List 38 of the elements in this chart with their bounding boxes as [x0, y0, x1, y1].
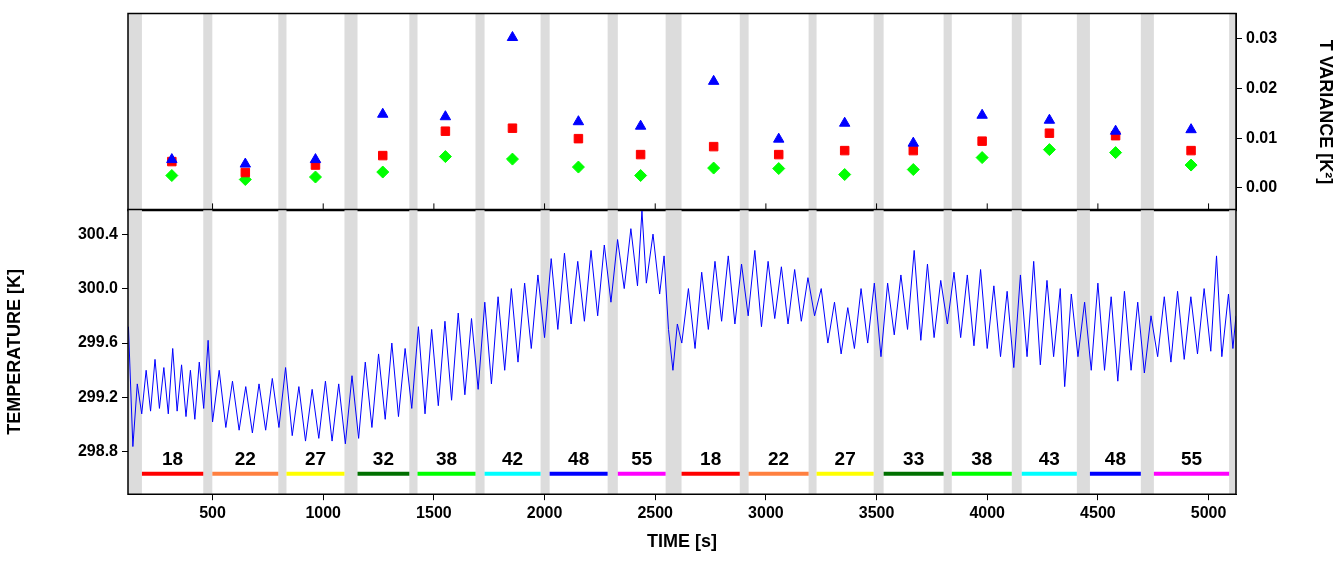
series-label: 33	[903, 447, 925, 469]
x-tick-label: 2500	[637, 504, 674, 522]
series-label: 22	[768, 447, 790, 469]
series-label: 42	[502, 447, 524, 469]
x-axis-title: TIME [s]	[647, 531, 717, 552]
y-tick-label: 299.6	[77, 333, 119, 351]
y2-tick-label: 0.00	[1246, 178, 1278, 196]
x-tick-label: 1500	[416, 504, 452, 522]
series-label: 18	[162, 447, 184, 469]
y-tick-label: 298.8	[77, 442, 119, 460]
y2-axis-title: T VARIANCE [K²]	[1316, 39, 1337, 185]
y2-tick-label: 0.03	[1246, 28, 1278, 46]
series-label: 27	[834, 447, 856, 469]
y2-tick-label: 0.02	[1246, 78, 1278, 96]
series-label: 48	[568, 447, 590, 469]
series-label: 38	[971, 447, 993, 469]
y-tick-label: 300.0	[77, 278, 119, 296]
x-tick-label: 500	[199, 504, 226, 522]
y-axis-title: TEMPERATURE [K]	[3, 269, 24, 435]
series-label: 32	[372, 447, 394, 469]
x-tick-label: 4500	[1080, 504, 1116, 522]
series-label: 43	[1038, 447, 1060, 469]
x-tick-label: 5000	[1190, 504, 1227, 522]
x-tick-label: 1000	[305, 504, 342, 522]
y2-tick-label: 0.01	[1246, 128, 1278, 146]
x-tick-label: 3500	[858, 504, 895, 522]
y-tick-label: 300.4	[77, 224, 119, 242]
x-tick-label: 3000	[748, 504, 784, 522]
series-label: 18	[700, 447, 722, 469]
series-label: 55	[631, 447, 653, 469]
series-label: 27	[304, 447, 327, 469]
series-label: 48	[1104, 447, 1126, 469]
y-tick-label: 299.2	[77, 387, 119, 405]
x-tick-label: 4000	[969, 504, 1006, 522]
x-tick-label: 2000	[526, 504, 563, 522]
series-label: 38	[435, 447, 458, 469]
series-label: 22	[234, 447, 256, 469]
series-label: 55	[1180, 447, 1203, 469]
